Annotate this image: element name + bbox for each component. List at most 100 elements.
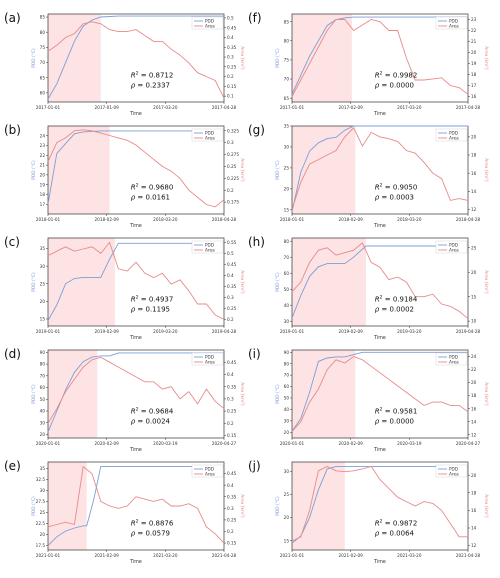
y-right-tick-label: 0.35 <box>227 284 237 289</box>
x-tick-label: 2017-03-20 <box>153 105 178 110</box>
chart-panel: (j) 15 20 25 30 12 14 16 18 20 2021-01-01 2021-02-0… <box>248 459 489 565</box>
plot-frame <box>47 13 225 103</box>
y-left-tick-label: 75 <box>284 58 290 63</box>
panel-label: (j) <box>248 459 261 473</box>
y-left-tick-label: 80 <box>40 30 46 35</box>
x-axis-label: Time <box>373 559 386 565</box>
legend-pdd-label: PDD <box>449 131 458 136</box>
y-left-axis-label: PDD (°C) <box>31 48 37 68</box>
y-left-tick-label: 20 <box>40 172 46 177</box>
shaded-period <box>48 126 110 214</box>
y-left-tick-label: 17 <box>40 202 46 207</box>
x-tick-label: 2021-01-01 <box>280 553 305 558</box>
y-left-tick-label: 65 <box>40 75 46 80</box>
y-right-tick-label: 0.15 <box>227 541 237 546</box>
x-tick-label: 2020-03-19 <box>153 441 178 446</box>
y-left-tick-label: 70 <box>284 255 290 260</box>
y-right-tick-label: 0.2 <box>227 421 234 426</box>
panel-label: (d) <box>4 347 21 361</box>
shaded-period <box>292 14 352 102</box>
y-right-tick-label: 0.25 <box>227 164 237 169</box>
panel-label: (b) <box>4 123 21 137</box>
y-left-tick-label: 32.5 <box>36 477 46 482</box>
pdd-series-line <box>47 465 224 546</box>
y-left-tick-label: 17.5 <box>36 543 46 548</box>
y-left-tick-label: 60 <box>284 271 290 276</box>
y-left-tick-label: 50 <box>40 397 46 402</box>
legend-area-label: Area <box>205 24 215 29</box>
rho-label: ρ = 0.0000 <box>375 417 414 425</box>
y-left-tick-label: 70 <box>40 373 46 378</box>
x-tick-label: 2020-03-19 <box>397 441 422 446</box>
x-tick-label: 2017-02-09 <box>338 105 363 110</box>
y-right-tick-label: 0.2 <box>227 317 234 322</box>
legend-pdd-label: PDD <box>205 467 214 472</box>
y-right-tick-label: 0.4 <box>227 35 234 40</box>
y-right-tick-label: 18 <box>471 490 477 495</box>
x-tick-label: 2017-01-01 <box>280 105 305 110</box>
legend-area-label: Area <box>205 248 215 253</box>
y-left-tick-label: 25 <box>40 510 46 515</box>
y-right-tick-label: 0.15 <box>227 84 237 89</box>
y-left-tick-label: 80 <box>40 362 46 367</box>
y-right-axis-label: Area (km²) <box>239 46 245 70</box>
y-right-tick-label: 14 <box>471 419 477 424</box>
legend-pdd-label: PDD <box>449 355 458 360</box>
y-right-tick-label: 16 <box>471 508 477 513</box>
rho-label: ρ = 0.0161 <box>131 193 170 201</box>
y-right-tick-label: 0.25 <box>227 409 237 414</box>
chart-panel: (g) 15 20 25 30 35 12 14 16 18 20 2018-01-01 2018-02… <box>248 123 489 229</box>
y-right-tick-label: 23 <box>471 17 477 22</box>
y-right-tick-label: 0.35 <box>227 45 237 50</box>
y-left-tick-label: 90 <box>284 350 290 355</box>
y-right-tick-label: 24 <box>471 354 477 359</box>
x-tick-label: 2021-03-20 <box>397 553 422 558</box>
y-right-tick-label: 20 <box>471 134 477 139</box>
rho-label: ρ = 0.0000 <box>375 81 414 89</box>
rho-label: ρ = 0.0003 <box>375 193 414 201</box>
rho-label: ρ = 0.0024 <box>131 417 171 425</box>
y-right-tick-label: 14 <box>471 189 477 194</box>
legend-pdd-label: PDD <box>449 19 458 24</box>
x-tick-label: 2020-01-01 <box>36 441 61 446</box>
y-right-tick-label: 0.3 <box>227 506 234 511</box>
y-left-tick-label: 25 <box>284 492 290 497</box>
y-left-tick-label: 15 <box>284 538 290 543</box>
y-left-tick-label: 30 <box>284 145 290 150</box>
x-tick-label: 2018-04-28 <box>456 217 481 222</box>
x-tick-label: 2019-04-28 <box>456 329 481 334</box>
x-tick-label: 2019-01-01 <box>280 329 305 334</box>
y-right-tick-label: 0.175 <box>227 200 239 205</box>
pdd-series-line <box>291 245 468 319</box>
legend-pdd-label: PDD <box>449 467 458 472</box>
x-tick-label: 2019-03-20 <box>153 329 178 334</box>
y-left-tick-label: 70 <box>40 60 46 65</box>
legend-pdd-label: PDD <box>205 19 214 24</box>
legend-area-label: Area <box>449 248 459 253</box>
shaded-period <box>48 462 87 550</box>
shaded-period <box>292 350 356 438</box>
legend-pdd-label: PDD <box>205 355 214 360</box>
y-left-tick-label: 40 <box>284 303 290 308</box>
x-tick-label: 2018-03-20 <box>153 217 178 222</box>
y-left-tick-label: 80 <box>284 38 290 43</box>
y-right-tick-label: 20 <box>471 270 477 275</box>
y-right-tick-label: 14 <box>471 526 477 531</box>
y-right-tick-label: 12 <box>471 432 477 437</box>
r-squared-label: R2 = 0.9684 <box>131 406 174 415</box>
y-left-axis-label: PDD (°C) <box>275 384 281 404</box>
x-tick-label: 2017-04-28 <box>456 105 481 110</box>
y-right-tick-label: 0.2 <box>227 74 234 79</box>
x-tick-label: 2020-02-09 <box>94 441 119 446</box>
chart-panel: (d) 20 30 40 50 60 70 80 90 0.15 0.2 0.25 0.3 0.35 0.4… <box>4 347 245 453</box>
rho-label: ρ = 0.0579 <box>131 529 170 537</box>
r-squared-label: R2 = 0.9982 <box>375 70 418 79</box>
y-left-tick-label: 20 <box>40 532 46 537</box>
pdd-series-line <box>47 242 224 321</box>
y-right-tick-label: 22 <box>471 28 477 33</box>
y-right-tick-label: 10 <box>471 319 477 324</box>
y-right-axis-label: Area (km²) <box>483 46 489 70</box>
y-left-tick-label: 35 <box>40 466 46 471</box>
legend-pdd-label: PDD <box>205 243 214 248</box>
